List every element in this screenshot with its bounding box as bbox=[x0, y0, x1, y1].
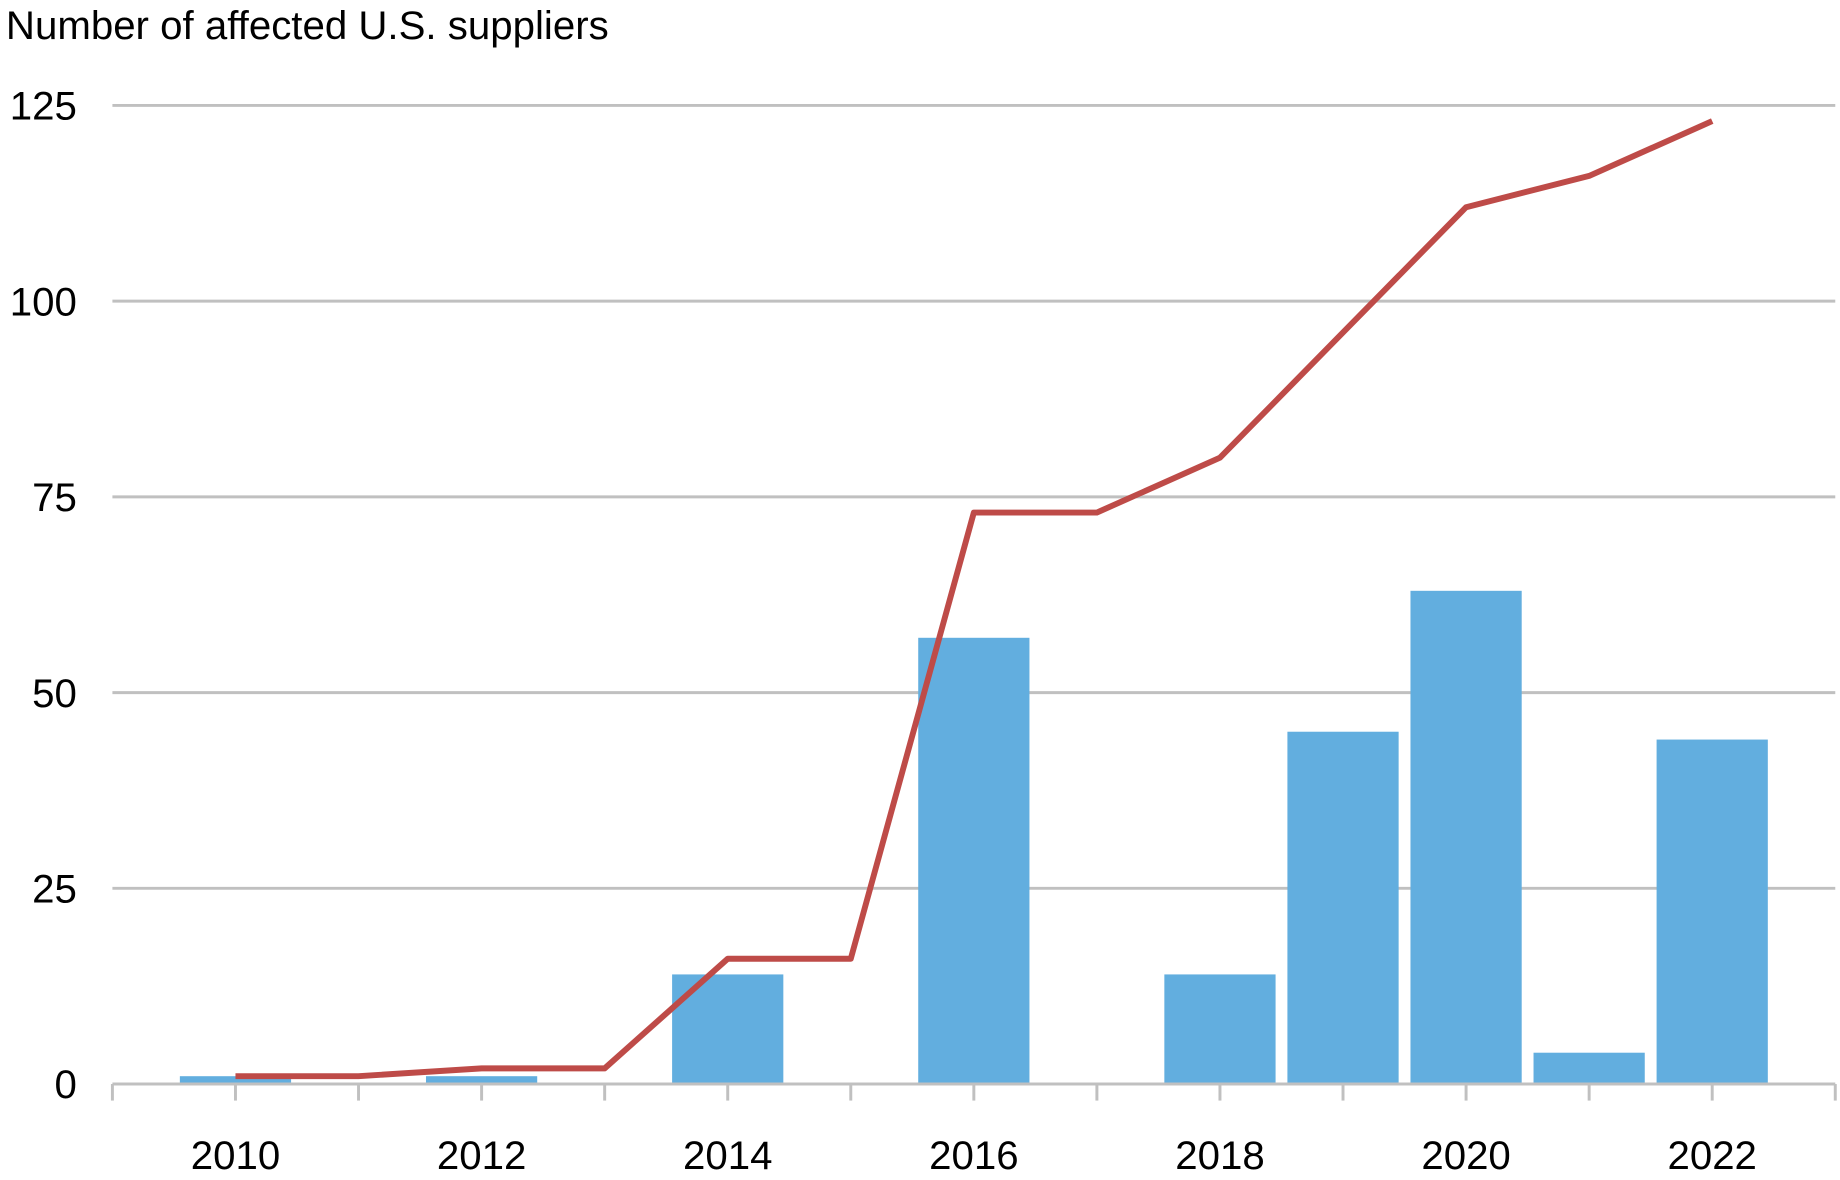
gridlines bbox=[112, 103, 1836, 890]
bar-2012 bbox=[425, 1076, 538, 1085]
line-series bbox=[235, 118, 1714, 1080]
y-tick-label: 0 bbox=[55, 1062, 77, 1107]
x-tick-label: 2018 bbox=[1175, 1133, 1264, 1178]
bar-2016 bbox=[918, 637, 1030, 1085]
x-tick-label: 2016 bbox=[929, 1133, 1018, 1178]
y-tick-labels: 0 25 50 75 100 125 bbox=[10, 84, 77, 1108]
y-tick-label: 100 bbox=[10, 279, 77, 324]
x-tick-label: 2010 bbox=[191, 1133, 280, 1178]
line-path bbox=[235, 118, 1714, 1080]
x-tick-labels: 2010 2012 2014 2016 2018 2020 2022 bbox=[191, 1133, 1757, 1178]
y-tick-label: 25 bbox=[32, 867, 77, 912]
y-tick-label: 75 bbox=[32, 475, 77, 520]
bar-2018 bbox=[1164, 974, 1276, 1085]
bar-2020 bbox=[1410, 590, 1522, 1085]
y-tick-label: 125 bbox=[10, 84, 77, 129]
bar-2021 bbox=[1533, 1052, 1645, 1085]
bar-2019 bbox=[1287, 731, 1399, 1085]
bar-2010 bbox=[179, 1076, 292, 1085]
y-axis-label: Number of affected U.S. suppliers bbox=[6, 3, 609, 48]
x-tick-label: 2020 bbox=[1421, 1133, 1510, 1178]
x-tick-label: 2014 bbox=[683, 1133, 772, 1178]
x-tick-label: 2012 bbox=[437, 1133, 526, 1178]
bars bbox=[179, 590, 1768, 1085]
y-tick-label: 50 bbox=[32, 671, 77, 716]
bar-2022 bbox=[1656, 739, 1768, 1085]
x-axis bbox=[110, 1082, 1837, 1101]
x-tick-label: 2022 bbox=[1667, 1133, 1756, 1178]
